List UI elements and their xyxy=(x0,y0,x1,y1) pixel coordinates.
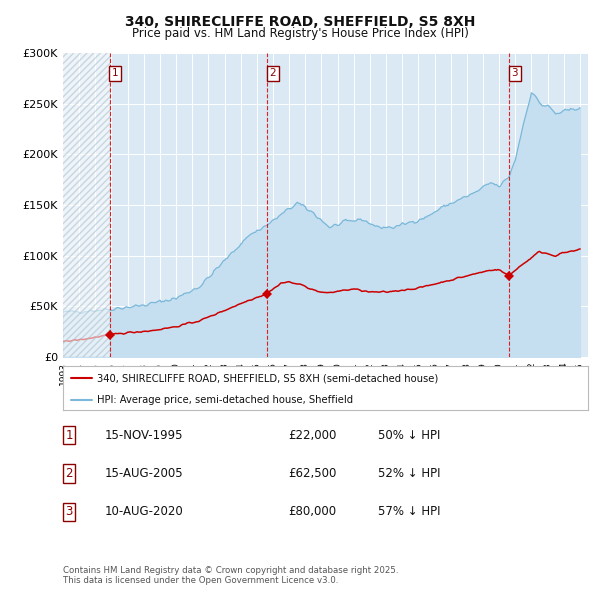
Text: 1: 1 xyxy=(65,428,73,442)
Text: £80,000: £80,000 xyxy=(288,505,336,519)
Text: £22,000: £22,000 xyxy=(288,428,337,442)
Text: 15-AUG-2005: 15-AUG-2005 xyxy=(105,467,184,480)
Text: 50% ↓ HPI: 50% ↓ HPI xyxy=(378,428,440,442)
Text: HPI: Average price, semi-detached house, Sheffield: HPI: Average price, semi-detached house,… xyxy=(97,395,353,405)
Text: 3: 3 xyxy=(511,68,518,78)
Text: 2: 2 xyxy=(269,68,276,78)
Text: Contains HM Land Registry data © Crown copyright and database right 2025.
This d: Contains HM Land Registry data © Crown c… xyxy=(63,566,398,585)
Text: Price paid vs. HM Land Registry's House Price Index (HPI): Price paid vs. HM Land Registry's House … xyxy=(131,27,469,40)
Text: 2: 2 xyxy=(65,467,73,480)
Text: 3: 3 xyxy=(65,505,73,519)
Text: 15-NOV-1995: 15-NOV-1995 xyxy=(105,428,184,442)
Text: 340, SHIRECLIFFE ROAD, SHEFFIELD, S5 8XH (semi-detached house): 340, SHIRECLIFFE ROAD, SHEFFIELD, S5 8XH… xyxy=(97,373,439,383)
Text: 1: 1 xyxy=(112,68,119,78)
Text: 10-AUG-2020: 10-AUG-2020 xyxy=(105,505,184,519)
Text: £62,500: £62,500 xyxy=(288,467,337,480)
Text: 57% ↓ HPI: 57% ↓ HPI xyxy=(378,505,440,519)
Text: 52% ↓ HPI: 52% ↓ HPI xyxy=(378,467,440,480)
Text: 340, SHIRECLIFFE ROAD, SHEFFIELD, S5 8XH: 340, SHIRECLIFFE ROAD, SHEFFIELD, S5 8XH xyxy=(125,15,475,29)
